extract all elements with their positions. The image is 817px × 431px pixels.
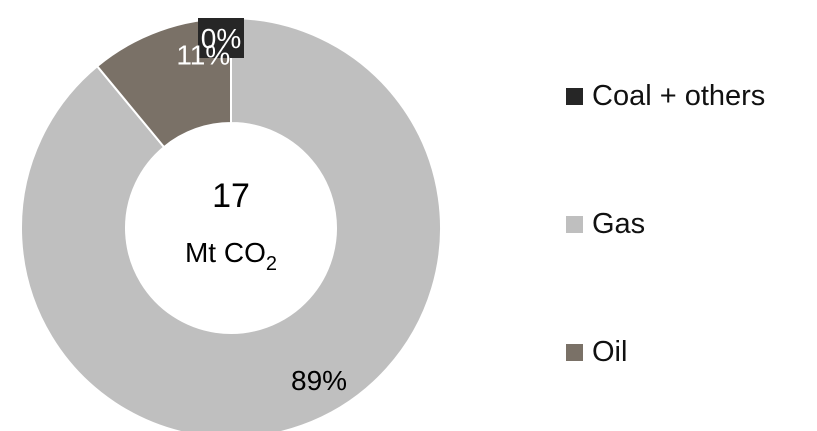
legend-label-coal-others: Coal + others [592,80,765,113]
center-label: 17 Mt CO2 [185,177,277,275]
center-total: 17 [212,177,250,215]
slice-label-gas: 89% [291,365,347,396]
legend-swatch-gas [566,216,583,233]
legend-label-oil: Oil [592,336,627,369]
legend-item-oil: Oil [566,336,627,369]
donut-slices [21,18,441,431]
legend-swatch-oil [566,344,583,361]
legend-swatch-coal-others [566,88,583,105]
slice-label-oil: 11% [176,39,230,70]
legend-item-coal-others: Coal + others [566,80,765,113]
center-unit: Mt CO2 [185,237,277,275]
legend-label-gas: Gas [592,208,645,241]
center-unit-subscript: 2 [266,253,277,275]
legend-item-gas: Gas [566,208,645,241]
